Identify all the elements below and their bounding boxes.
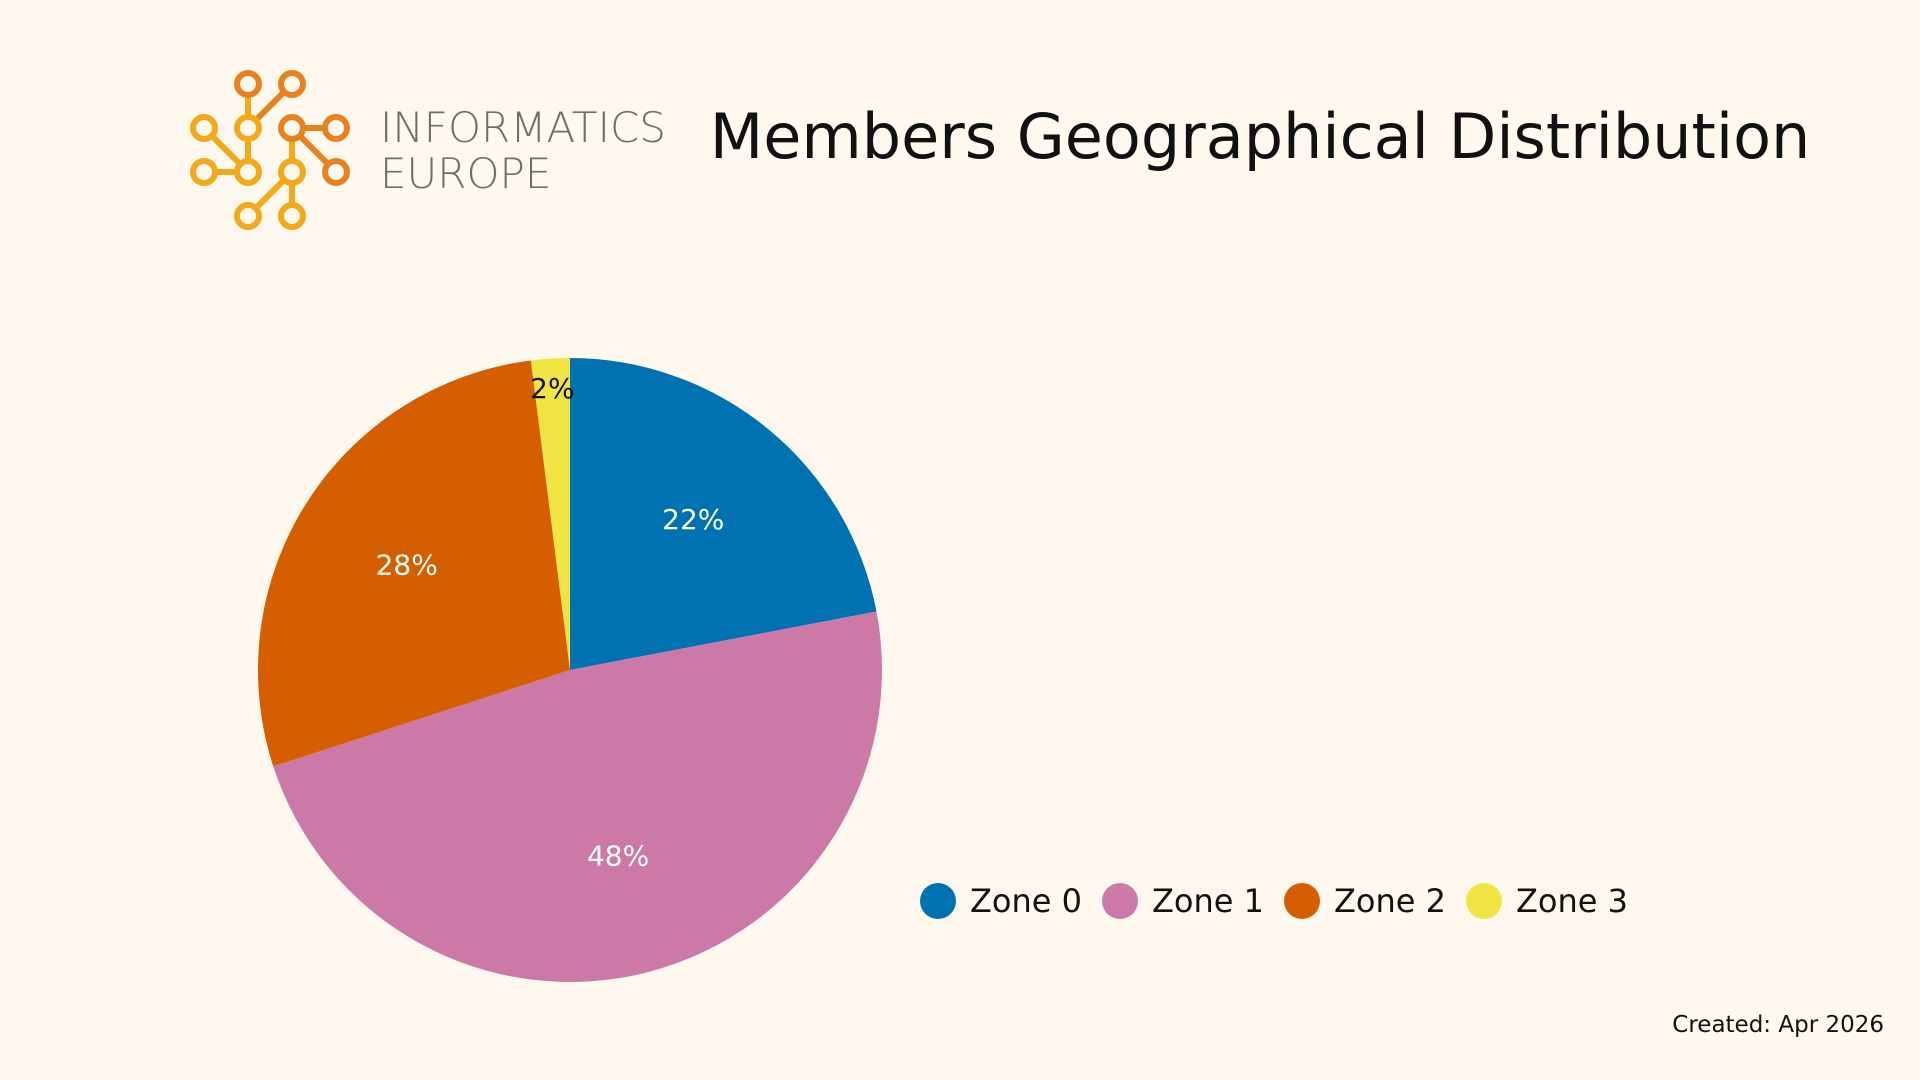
pie-slice-label-zone-1: 48% <box>587 839 649 872</box>
logo-text-line2: EUROPE <box>380 149 551 198</box>
legend-item-zone-3: Zone 3 <box>1466 882 1628 920</box>
legend-item-zone-2: Zone 2 <box>1284 882 1446 920</box>
created-date: Created: Apr 2026 <box>1672 1012 1884 1038</box>
pie-slice-zone-2 <box>257 360 570 767</box>
pie-slice-label-zone-3: 2% <box>530 372 574 405</box>
legend-swatch <box>1284 883 1320 919</box>
legend-item-zone-1: Zone 1 <box>1102 882 1264 920</box>
logo-network-icon <box>190 70 350 230</box>
pie-slices <box>257 358 883 983</box>
pie-labels: 22% 48% 28% 2% <box>376 372 725 873</box>
pie-slice-zone-1 <box>273 611 883 983</box>
pie-slice-zone-3 <box>530 358 570 670</box>
legend-swatch <box>1102 883 1138 919</box>
chart-legend: Zone 0 Zone 1 Zone 2 Zone 3 <box>920 876 1628 926</box>
legend-item-zone-0: Zone 0 <box>920 882 1082 920</box>
pie-slice-label-zone-0: 22% <box>662 503 724 536</box>
informatics-europe-logo: INFORMATICS EUROPE <box>190 70 666 230</box>
chart-title: Members Geographical Distribution <box>709 100 1811 173</box>
legend-label: Zone 1 <box>1152 882 1264 920</box>
pie-slice-label-zone-2: 28% <box>376 548 438 581</box>
pie-slice-zone-0 <box>570 358 877 670</box>
legend-swatch <box>920 883 956 919</box>
logo-text-line1: INFORMATICS <box>380 103 666 152</box>
legend-label: Zone 2 <box>1334 882 1446 920</box>
pie-chart: 22% 48% 28% 2% <box>257 358 883 983</box>
legend-label: Zone 0 <box>970 882 1082 920</box>
legend-swatch <box>1466 883 1502 919</box>
legend-label: Zone 3 <box>1516 882 1628 920</box>
